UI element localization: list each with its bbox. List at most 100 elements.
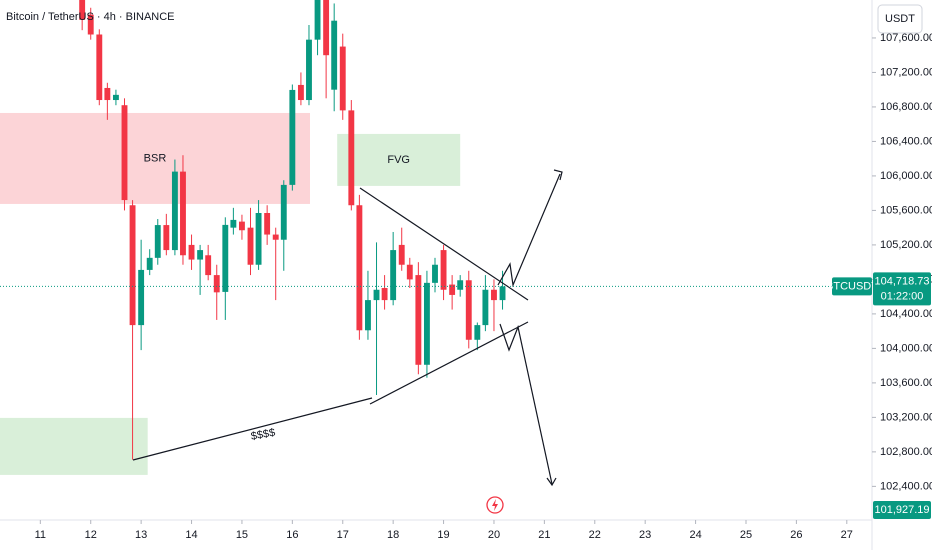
arrow-up — [497, 173, 561, 288]
x-tick-label: 19 — [437, 529, 449, 541]
x-tick-label: 27 — [841, 529, 853, 541]
y-tick-label: 106,000.00 — [880, 170, 932, 182]
x-tick-label: 22 — [589, 529, 601, 541]
zone-label: FVG — [387, 154, 410, 166]
candle-body — [205, 255, 212, 276]
y-tick-label: 106,800.00 — [880, 101, 932, 113]
candle-body — [239, 221, 245, 231]
candle-body — [499, 286, 506, 301]
candle-body — [491, 289, 497, 301]
zones: BSR FVG — [0, 112, 461, 475]
annotation: $$$$ — [250, 427, 276, 443]
price-box — [873, 272, 931, 306]
candle-body — [432, 264, 438, 283]
x-tick-label: 25 — [740, 529, 752, 541]
symbol-label: BTCUSDT — [826, 280, 878, 292]
candle-body — [280, 184, 287, 240]
x-tick-label: 15 — [236, 529, 248, 541]
candle-body — [365, 300, 371, 331]
candle-body — [457, 280, 464, 290]
currency[interactable]: USDT — [885, 13, 915, 25]
candle-body — [390, 250, 397, 301]
candle-body — [222, 224, 229, 292]
arrow-head — [546, 477, 557, 487]
x-tick-label: 12 — [85, 529, 97, 541]
x-tick-label: 21 — [538, 529, 550, 541]
price-label: 104,718.73 — [874, 275, 929, 287]
candle-body — [415, 275, 422, 365]
zone — [0, 112, 310, 204]
low-box — [873, 501, 931, 519]
candle-body — [104, 87, 111, 101]
x-tick-label: 24 — [689, 529, 701, 541]
candle-body — [272, 234, 279, 240]
x-tick-label: 18 — [387, 529, 399, 541]
arrow-down — [499, 323, 553, 485]
x-tick-label: 14 — [185, 529, 197, 541]
candle-body — [171, 171, 178, 251]
countdown: 01:22:00 — [881, 290, 924, 302]
triangle-support — [369, 321, 529, 405]
candle-body — [197, 250, 204, 260]
candle-body — [289, 89, 296, 185]
y-tick-label: 103,600.00 — [880, 377, 932, 389]
y-tick-label: 104,000.00 — [880, 342, 932, 354]
y-tick-label: 102,800.00 — [880, 446, 932, 458]
candles — [0, 0, 872, 460]
candle-body — [348, 110, 355, 206]
x-tick-label: 11 — [35, 529, 46, 541]
low-label: 101,927.19 — [874, 504, 929, 516]
candle-body — [96, 34, 103, 101]
candle-body — [79, 0, 86, 20]
drawings — [132, 169, 563, 487]
candle-body — [406, 264, 413, 280]
candle-body — [121, 105, 128, 201]
y-tick-label: 107,200.00 — [880, 66, 932, 78]
x-tick-label: 16 — [286, 529, 298, 541]
candle-body — [440, 250, 447, 290]
candle-body — [465, 280, 472, 340]
candle-body — [213, 275, 220, 293]
candle-body — [331, 20, 338, 90]
currency-button[interactable] — [877, 4, 923, 34]
y-tick-label: 102,400.00 — [880, 480, 932, 492]
candle-body — [138, 269, 145, 326]
candle-body — [423, 282, 430, 365]
y-tick-label: 106,400.00 — [880, 135, 932, 147]
candle-body — [87, 14, 94, 35]
icon — [486, 496, 504, 514]
candle-body — [482, 289, 489, 326]
candle-body — [188, 244, 195, 260]
y-tick-label: 104,400.00 — [880, 308, 932, 320]
zone — [337, 133, 461, 186]
candle-body — [449, 284, 456, 295]
candle-body — [381, 288, 388, 301]
x-tick-label: 13 — [135, 529, 147, 541]
x-tick-label: 20 — [488, 529, 500, 541]
y-tick-label: 103,200.00 — [880, 411, 932, 423]
candle-body — [154, 225, 161, 258]
y-tick-label: 105,200.00 — [880, 239, 932, 251]
candle-body — [356, 205, 363, 331]
chart-title: Bitcoin / TetherUS · 4h · BINANCE — [6, 11, 175, 23]
trend-line — [132, 397, 373, 461]
candle-body — [255, 213, 262, 265]
candle-body — [314, 0, 321, 40]
symbol-box — [832, 277, 872, 296]
candle-body — [112, 94, 119, 101]
candle-body — [398, 244, 405, 265]
candle-body — [373, 289, 380, 301]
x-tick-label: 17 — [337, 529, 349, 541]
candle-body — [129, 205, 136, 326]
candle-body — [163, 225, 170, 251]
candle-body — [247, 227, 254, 265]
candle-body — [146, 257, 153, 270]
candle-body — [180, 171, 186, 256]
x-tick-label: 23 — [639, 529, 651, 541]
y-tick-label: 107,600.00 — [880, 32, 932, 44]
zone-label: BSR — [144, 152, 167, 164]
y-tick-label: 105,600.00 — [880, 204, 932, 216]
